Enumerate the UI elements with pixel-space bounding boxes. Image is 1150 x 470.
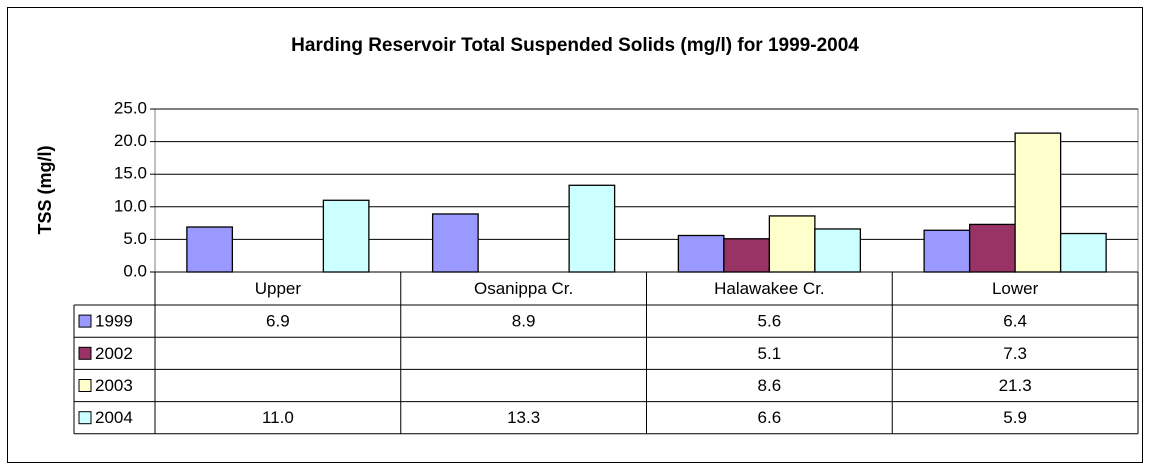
data-table-value: 8.9 [512, 312, 536, 331]
data-table-value: 5.6 [758, 312, 782, 331]
bar [723, 238, 771, 273]
data-table-value: 6.6 [758, 408, 782, 427]
data-table-value: 5.1 [758, 344, 782, 363]
bar [186, 226, 234, 273]
data-table-value: 6.4 [1003, 312, 1027, 331]
legend-swatch [78, 411, 92, 425]
legend-swatch [78, 379, 92, 392]
data-table-value: 7.3 [1003, 344, 1027, 363]
bar [431, 213, 479, 273]
y-axis-label: TSS (mg/l) [35, 145, 55, 234]
bar [568, 184, 616, 273]
y-tick-label: 0.0 [123, 261, 147, 280]
x-tick-label: Osanippa Cr. [474, 279, 573, 298]
data-table-value: 5.9 [1003, 408, 1027, 427]
chart-title: Harding Reservoir Total Suspended Solids… [291, 35, 859, 56]
y-tick-label: 5.0 [123, 229, 147, 248]
data-table-value: 8.6 [758, 376, 782, 395]
bar [322, 199, 370, 273]
legend-swatch [78, 314, 92, 328]
x-tick-label: Halawakee Cr. [714, 279, 825, 298]
y-tick-label: 15.0 [114, 164, 147, 183]
legend-swatch [78, 346, 92, 360]
bar [768, 215, 816, 273]
bar [814, 228, 862, 273]
bar [1059, 232, 1107, 273]
data-table-value: 11.0 [262, 408, 294, 427]
x-tick-label: Lower [992, 279, 1039, 298]
x-tick-label: Upper [255, 279, 302, 298]
y-tick-label: 10.0 [114, 196, 147, 215]
bar [677, 234, 725, 273]
data-table-value: 6.9 [266, 312, 290, 331]
bar [923, 229, 971, 273]
y-tick-label: 25.0 [114, 98, 147, 117]
legend-label: 2004 [95, 408, 133, 427]
data-table-value: 13.3 [507, 408, 540, 427]
legend-label: 2003 [95, 376, 133, 395]
bar [968, 223, 1016, 273]
legend-label: 1999 [95, 312, 133, 331]
data-table-value: 21.3 [999, 376, 1032, 395]
legend-label: 2002 [95, 344, 133, 363]
y-tick-label: 20.0 [114, 131, 147, 150]
bar [1014, 132, 1062, 273]
